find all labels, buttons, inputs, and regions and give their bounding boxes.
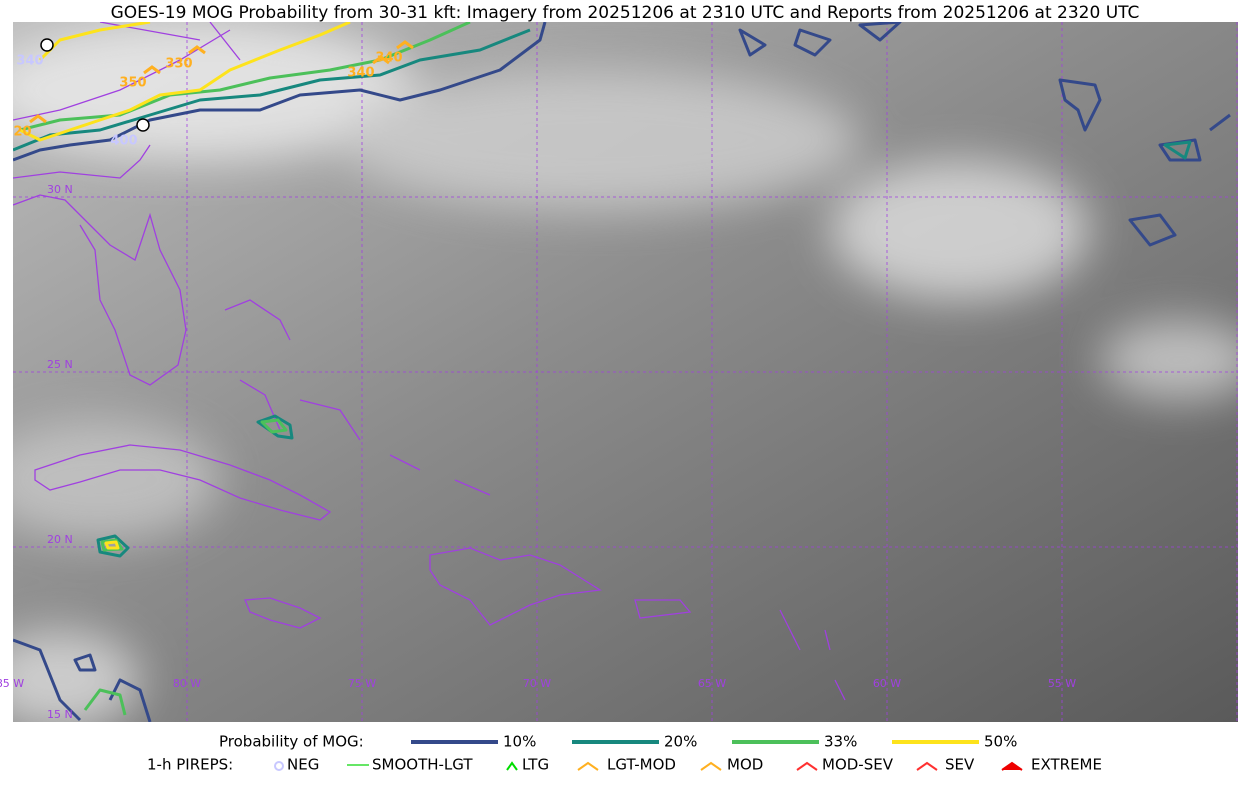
- legend-label: LGT-MOD: [607, 756, 676, 774]
- legend-label: SMOOTH-LGT: [372, 756, 473, 774]
- legend-label: 10%: [503, 733, 536, 751]
- lon-label: 65 W: [698, 677, 726, 690]
- flight-level: 340: [16, 54, 43, 69]
- legend-label: MOD-SEV: [822, 756, 894, 774]
- legend-label: NEG: [287, 756, 319, 774]
- legend-label: 50%: [984, 733, 1017, 751]
- legend-label: LTG: [522, 756, 549, 774]
- lat-label: 30 N: [47, 183, 73, 196]
- lon-label: 75 W: [348, 677, 376, 690]
- legend-icon: [700, 761, 722, 771]
- legend-icon: [796, 761, 818, 771]
- legend-icon: [506, 761, 518, 771]
- lon-label: 60 W: [873, 677, 901, 690]
- flight-level: 340: [375, 51, 402, 66]
- flight-level: 350: [119, 76, 146, 91]
- lon-label: 70 W: [523, 677, 551, 690]
- legend-label: 20%: [664, 733, 697, 751]
- pirep-icons: [29, 38, 414, 132]
- lat-label: 25 N: [47, 358, 73, 371]
- grid-labels: 30 N 25 N 20 N 15 N 85 W 80 W 75 W 70 W 65 W 60 W…: [0, 183, 1076, 721]
- coastlines: [13, 22, 846, 701]
- legend-label: 33%: [824, 733, 857, 751]
- lon-label: 55 W: [1048, 677, 1076, 690]
- legend-icon: [274, 761, 284, 771]
- legend-title: Probability of MOG:: [219, 733, 364, 751]
- legend: Probability of MOG: 10% 20% 33% 50% 1-h PIREP…: [147, 733, 1102, 774]
- legend-label: SEV: [945, 756, 975, 774]
- flight-level: 340: [347, 66, 374, 81]
- mog-contours: [13, 22, 1231, 722]
- legend-icon: [916, 761, 938, 771]
- legend-label: MOD: [727, 756, 763, 774]
- legend-label: EXTREME: [1031, 756, 1102, 774]
- lon-label: 80 W: [173, 677, 201, 690]
- legend-icon: [1001, 761, 1023, 771]
- lat-label: 20 N: [47, 533, 73, 546]
- legend-icon: [577, 761, 599, 771]
- graticule: [13, 22, 1238, 722]
- flight-level: 320: [4, 125, 31, 140]
- flight-level: 400: [110, 134, 137, 149]
- lon-label: 85 W: [0, 677, 24, 690]
- flight-level: 330: [165, 57, 192, 72]
- title: GOES-19 MOG Probability from 30-31 kft: …: [111, 3, 1140, 23]
- legend-title: 1-h PIREPS:: [147, 756, 233, 774]
- lat-label: 15 N: [47, 708, 73, 721]
